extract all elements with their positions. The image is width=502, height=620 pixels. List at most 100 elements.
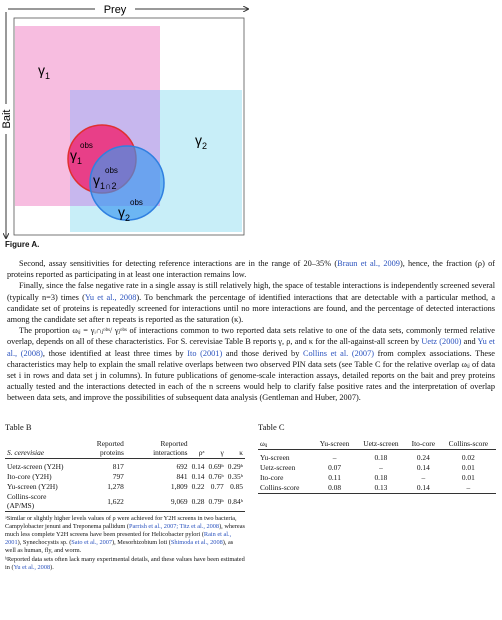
table-cell: 0.14 bbox=[191, 462, 205, 471]
table-row: Yu-screen – 0.18 0.24 0.02 bbox=[258, 450, 496, 463]
citation: Braun et al., 2009 bbox=[337, 259, 400, 268]
paragraph: The proportion ωᵢⱼ = γᵢ∩ⱼᵒᵇˢ/ γⱼᵒᵇˢ of i… bbox=[7, 325, 495, 403]
text-run: ), whereas much less complete Y2H screen… bbox=[5, 522, 245, 538]
paragraph: Second, assay sensitivities for detectin… bbox=[7, 258, 495, 280]
gamma2-obs-label: γ2 bbox=[118, 204, 130, 223]
table-c: Table C ωᵢⱼ Yu-screen Uetz-screen Ito-core C… bbox=[258, 422, 496, 494]
table-cell: 0.79ᵇ bbox=[206, 491, 226, 512]
text-run: The proportion ωᵢⱼ = γᵢ∩ⱼᵒᵇˢ/ γⱼᵒᵇˢ of i… bbox=[7, 326, 495, 347]
symbol: γ bbox=[118, 204, 125, 220]
citation: Rain et al., 2001 bbox=[5, 530, 232, 547]
table-cell: 0.35ᵇ bbox=[227, 472, 243, 481]
text-run: ), Mesorhizobium loti ( bbox=[112, 539, 171, 547]
header-cell: κ bbox=[225, 438, 245, 459]
table-cell: 0.85 bbox=[230, 482, 243, 491]
table-cell: Collins-score (AP/MS) bbox=[5, 491, 73, 512]
symbol: γ bbox=[195, 132, 202, 148]
table-cell: 0.22 bbox=[191, 482, 205, 491]
table-row: Ito-core 0.11 0.18 – 0.01 bbox=[258, 473, 496, 483]
subscript: 2 bbox=[125, 213, 130, 223]
text-run: ), as well as human, fly, and worm. bbox=[5, 539, 234, 555]
header-row: ωᵢⱼ Yu-screen Uetz-screen Ito-core Collins-s… bbox=[258, 438, 496, 450]
table-cell: 1,809 bbox=[170, 482, 188, 491]
table-cell: 0.69ᵇ bbox=[208, 462, 224, 471]
table-cell: 0.14 bbox=[191, 472, 205, 481]
frame bbox=[13, 17, 245, 236]
header-cell: Yu-screen bbox=[313, 438, 356, 450]
text-run: ᵇReported data sets often lack many expe… bbox=[5, 555, 245, 571]
table-cell: 0.28 bbox=[189, 491, 207, 512]
table-cell: Uetz-screen bbox=[260, 463, 296, 472]
footnote: ᵃSimilar or slightly higher levels value… bbox=[5, 515, 245, 556]
gamma1-obs-sup: obs bbox=[80, 141, 93, 150]
table-cell: 0.84ᵇ bbox=[225, 491, 245, 512]
citation: Collins et al. (2007) bbox=[302, 348, 374, 358]
gamma2-obs bbox=[89, 145, 165, 221]
header-cell: S. cerevisiae bbox=[5, 438, 73, 459]
header-cell: γ bbox=[206, 438, 226, 459]
table-title: Table B bbox=[5, 422, 32, 432]
table: S. cerevisiae Reported proteins Reported i… bbox=[5, 438, 245, 512]
table-cell: 0.18 bbox=[374, 453, 388, 462]
citation: Yu et al., 2008 bbox=[84, 292, 137, 302]
table-row: Collins-score 0.08 0.13 0.14– bbox=[258, 482, 496, 494]
table-row: Uetz-screen (Y2H) 817 692 0.14 0.69ᵇ 0.29ᵇ bbox=[5, 459, 245, 472]
table-cell: 0.11 bbox=[328, 473, 341, 482]
header-cell: Collins-score bbox=[440, 438, 496, 450]
table: ωᵢⱼ Yu-screen Uetz-screen Ito-core Collins-s… bbox=[258, 438, 496, 494]
figure-caption: Figure A. bbox=[5, 240, 40, 249]
table-cell: 0.29ᵇ bbox=[227, 462, 243, 471]
text-run: Second, assay sensitivities for detectin… bbox=[19, 259, 338, 268]
table-cell: Yu-screen (Y2H) bbox=[7, 482, 58, 491]
table-row: Uetz-screen 0.07 – 0.14 0.01 bbox=[258, 463, 496, 473]
subscript: 1∩2 bbox=[100, 181, 116, 191]
text-run: , those identified at least three times … bbox=[42, 348, 188, 358]
table-cell: 0.24 bbox=[416, 453, 430, 462]
table-cell: 9,069 bbox=[125, 491, 190, 512]
text-run: from complex associations. These charact… bbox=[7, 348, 495, 403]
table-cell: 1,622 bbox=[72, 491, 126, 512]
gamma1-obs-label: γ1 bbox=[70, 147, 82, 166]
table-cell: 0.01 bbox=[461, 473, 475, 482]
citation: Parrish et al., 2007; Titz et al., 2008 bbox=[129, 522, 220, 530]
table-cell: 692 bbox=[176, 462, 188, 471]
gamma2-label: γ2 bbox=[195, 132, 207, 151]
citation: Yu et al., (2008) bbox=[7, 337, 495, 358]
prey-label: Prey bbox=[104, 4, 127, 16]
citation: Uetz (2000) bbox=[421, 337, 462, 347]
symbol: γ bbox=[70, 147, 77, 163]
table-cell: Uetz-screen (Y2H) bbox=[7, 462, 64, 471]
symbol: γ bbox=[93, 172, 100, 188]
citation: Yu et al., 2008 bbox=[13, 563, 51, 571]
table-cell: 841 bbox=[176, 472, 188, 481]
venn-figure: Prey Bait γ1 γ2 obs γ1 obs γ1∩2 obs γ2 bbox=[0, 3, 260, 240]
table-cell: 1,278 bbox=[107, 482, 124, 491]
table-b: Table B S. cerevisiae Reported proteins Re… bbox=[5, 422, 245, 572]
table-cell: 0.01 bbox=[461, 463, 475, 472]
footnote: ᵇReported data sets often lack many expe… bbox=[5, 556, 245, 572]
table-cell: 797 bbox=[112, 472, 124, 481]
text-run: ). To benchmark the percentage of identi… bbox=[7, 292, 496, 325]
table-cell: 0.14 bbox=[416, 463, 430, 472]
body-text: Second, assay sensitivities for detectin… bbox=[7, 258, 495, 404]
label-bg bbox=[95, 3, 135, 15]
table-row: Collins-score (AP/MS) 1,622 9,069 0.28 0.79ᵇ… bbox=[5, 491, 245, 512]
table-cell: 0.07 bbox=[328, 463, 342, 472]
text-run: and those derived by bbox=[222, 348, 303, 358]
text-run: Finally, since the false negative rate i… bbox=[7, 281, 495, 302]
subscript: 1 bbox=[45, 71, 50, 81]
table-notes: ᵃSimilar or slightly higher levels value… bbox=[5, 515, 245, 572]
citation: Sato et al., 2007 bbox=[71, 539, 113, 547]
table-cell: 0.77 bbox=[210, 482, 224, 491]
table-cell: Collins-score bbox=[258, 482, 314, 494]
table-row: Yu-screen (Y2H) 1,278 1,809 0.22 0.77 0.85 bbox=[5, 482, 245, 492]
text-run: and bbox=[461, 337, 478, 347]
subscript: 1 bbox=[77, 156, 82, 166]
gamma12-obs-sup: obs bbox=[105, 166, 118, 175]
table-cell: – bbox=[379, 463, 383, 472]
gamma12-obs-label: γ1∩2 bbox=[93, 172, 116, 191]
gamma1-label: γ1 bbox=[38, 62, 50, 81]
symbol: γ bbox=[38, 62, 45, 78]
header-cell: Uetz-screen bbox=[355, 438, 406, 450]
